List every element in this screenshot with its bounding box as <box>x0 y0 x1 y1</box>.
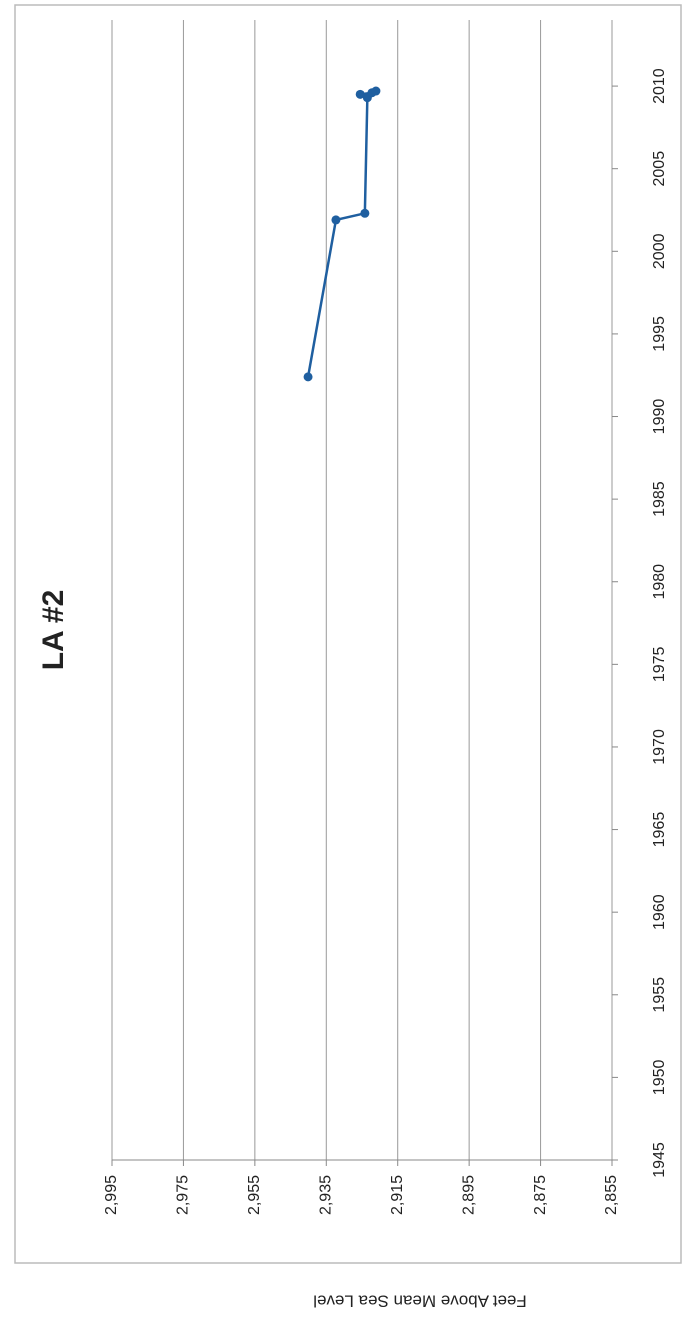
y-axis-label: Feet Above Mean Sea Level <box>313 1292 527 1311</box>
point <box>303 372 313 382</box>
x-tick-label: 1955 <box>651 977 668 1013</box>
line <box>306 89 377 378</box>
x-tick-label: 1990 <box>651 399 668 435</box>
point <box>355 89 365 99</box>
x-tick-label: 1945 <box>651 1142 668 1178</box>
x-tick-label: 2005 <box>651 151 668 187</box>
x-tick-label: 1985 <box>651 481 668 517</box>
point <box>371 86 381 96</box>
x-tick-label: 1965 <box>651 812 668 848</box>
y-tick-label: 2,895 <box>460 1175 477 1215</box>
x-tick-label: 1995 <box>651 316 668 352</box>
x-tick-label: 1960 <box>651 894 668 930</box>
y-tick-label: 2,935 <box>318 1175 335 1215</box>
point <box>331 215 341 225</box>
x-tick-label: 1980 <box>651 564 668 600</box>
x-tick-label: 1975 <box>651 646 668 682</box>
x-tick-label: 2010 <box>651 68 668 104</box>
x-tick-label: 1950 <box>651 1059 668 1095</box>
x-tick-label: 2000 <box>651 233 668 269</box>
y-tick-label: 2,955 <box>246 1175 263 1215</box>
y-tick-label: 2,875 <box>532 1175 549 1215</box>
y-tick-label: 2,855 <box>603 1175 620 1215</box>
y-tick-label: 2,995 <box>103 1175 120 1215</box>
chart-frame <box>14 4 682 1264</box>
chart-title: LA #2 <box>37 590 70 671</box>
y-tick-label: 2,915 <box>389 1175 406 1215</box>
point <box>360 208 370 218</box>
y-tick-label: 2,975 <box>175 1175 192 1215</box>
x-tick-label: 1970 <box>651 729 668 765</box>
